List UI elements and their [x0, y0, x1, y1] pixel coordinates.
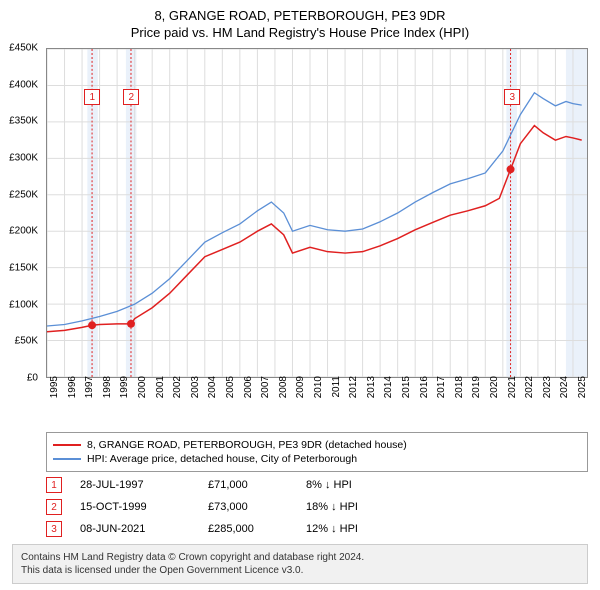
title-line-2: Price paid vs. HM Land Registry's House … — [0, 25, 600, 40]
sale-price: £73,000 — [208, 501, 288, 513]
y-tick-label: £300K — [9, 153, 38, 164]
sale-date: 15-OCT-1999 — [80, 501, 190, 513]
x-tick-label: 2001 — [155, 376, 166, 398]
x-tick-label: 2009 — [295, 376, 306, 398]
x-tick-label: 2004 — [207, 376, 218, 398]
y-tick-label: £400K — [9, 79, 38, 90]
x-tick-label: 2021 — [507, 376, 518, 398]
legend-label: 8, GRANGE ROAD, PETERBOROUGH, PE3 9DR (d… — [87, 439, 407, 451]
x-tick-label: 2002 — [172, 376, 183, 398]
sale-badge: 2 — [46, 499, 62, 515]
x-tick-label: 2015 — [401, 376, 412, 398]
x-tick-label: 2007 — [260, 376, 271, 398]
y-tick-label: £250K — [9, 189, 38, 200]
x-tick-label: 2000 — [137, 376, 148, 398]
legend-row: HPI: Average price, detached house, City… — [53, 453, 581, 465]
x-tick-label: 2022 — [524, 376, 535, 398]
sale-badge: 3 — [46, 521, 62, 537]
sale-row: 3 08-JUN-2021 £285,000 12% ↓ HPI — [46, 518, 588, 540]
legend-swatch-blue — [53, 458, 81, 460]
chart-sale-badge: 3 — [504, 89, 520, 105]
x-tick-label: 2017 — [436, 376, 447, 398]
x-tick-label: 1995 — [49, 376, 60, 398]
title-line-1: 8, GRANGE ROAD, PETERBOROUGH, PE3 9DR — [0, 8, 600, 23]
sale-date: 08-JUN-2021 — [80, 523, 190, 535]
y-tick-label: £350K — [9, 116, 38, 127]
sale-diff: 8% ↓ HPI — [306, 479, 352, 491]
chart-container: 8, GRANGE ROAD, PETERBOROUGH, PE3 9DR Pr… — [0, 0, 600, 590]
footer: Contains HM Land Registry data © Crown c… — [12, 544, 588, 584]
x-tick-label: 2025 — [577, 376, 588, 398]
sale-diff: 12% ↓ HPI — [306, 523, 358, 535]
chart-sale-badge: 1 — [84, 89, 100, 105]
y-axis-labels: £0£50K£100K£150K£200K£250K£300K£350K£400… — [0, 48, 42, 378]
x-tick-label: 2023 — [542, 376, 553, 398]
sale-price: £285,000 — [208, 523, 288, 535]
x-tick-label: 2014 — [383, 376, 394, 398]
y-tick-label: £50K — [15, 336, 38, 347]
legend-swatch-red — [53, 444, 81, 446]
sale-row: 1 28-JUL-1997 £71,000 8% ↓ HPI — [46, 474, 588, 496]
x-tick-label: 2013 — [366, 376, 377, 398]
legend-row: 8, GRANGE ROAD, PETERBOROUGH, PE3 9DR (d… — [53, 439, 581, 451]
y-tick-label: £100K — [9, 299, 38, 310]
sale-diff: 18% ↓ HPI — [306, 501, 358, 513]
y-tick-label: £200K — [9, 226, 38, 237]
x-tick-label: 2008 — [278, 376, 289, 398]
footer-line-1: Contains HM Land Registry data © Crown c… — [21, 551, 579, 564]
x-tick-label: 2005 — [225, 376, 236, 398]
x-tick-label: 2018 — [454, 376, 465, 398]
x-tick-label: 2016 — [419, 376, 430, 398]
sale-date: 28-JUL-1997 — [80, 479, 190, 491]
x-tick-label: 2012 — [348, 376, 359, 398]
x-tick-label: 2006 — [243, 376, 254, 398]
chart-area: £0£50K£100K£150K£200K£250K£300K£350K£400… — [46, 48, 588, 378]
plot-area: 1 2 3 — [46, 48, 588, 378]
x-tick-label: 2011 — [331, 376, 342, 398]
legend-label: HPI: Average price, detached house, City… — [87, 453, 357, 465]
chart-sale-badge: 2 — [123, 89, 139, 105]
y-tick-label: £150K — [9, 263, 38, 274]
y-tick-label: £0 — [27, 373, 38, 384]
x-tick-label: 1996 — [67, 376, 78, 398]
x-axis-labels: 1995 1996 1997 1998 1999 2000 2001 2002 2003 2004… — [46, 376, 588, 436]
x-tick-label: 1999 — [119, 376, 130, 398]
x-tick-label: 2020 — [489, 376, 500, 398]
x-tick-label: 2003 — [190, 376, 201, 398]
x-tick-label: 1998 — [102, 376, 113, 398]
sale-row: 2 15-OCT-1999 £73,000 18% ↓ HPI — [46, 496, 588, 518]
footer-line-2: This data is licensed under the Open Gov… — [21, 564, 579, 577]
x-tick-label: 2010 — [313, 376, 324, 398]
y-tick-label: £450K — [9, 43, 38, 54]
x-tick-label: 2019 — [471, 376, 482, 398]
sale-badge: 1 — [46, 477, 62, 493]
legend: 8, GRANGE ROAD, PETERBOROUGH, PE3 9DR (d… — [46, 432, 588, 472]
x-tick-label: 1997 — [84, 376, 95, 398]
sales-table: 1 28-JUL-1997 £71,000 8% ↓ HPI 2 15-OCT-… — [46, 474, 588, 540]
title-block: 8, GRANGE ROAD, PETERBOROUGH, PE3 9DR Pr… — [0, 0, 600, 44]
sale-price: £71,000 — [208, 479, 288, 491]
x-tick-label: 2024 — [559, 376, 570, 398]
